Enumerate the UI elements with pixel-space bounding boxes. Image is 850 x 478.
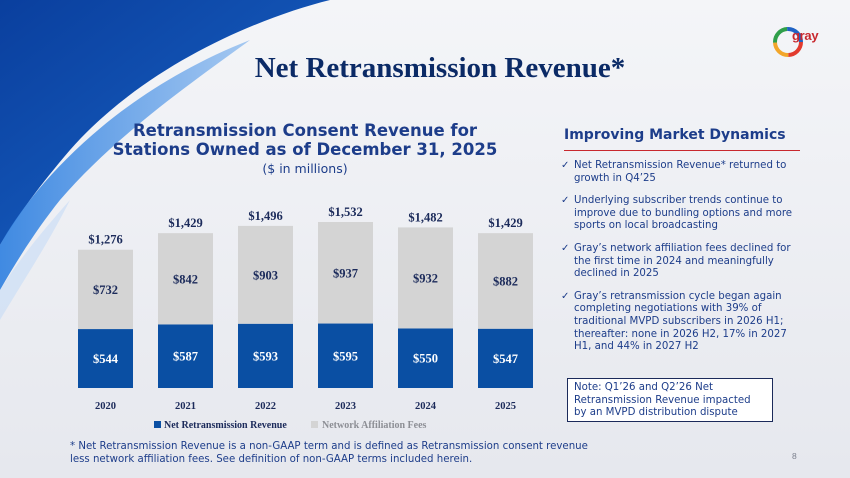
bar-net-retransmission <box>78 329 133 388</box>
data-label-total: $1,429 <box>168 216 202 230</box>
check-icon: ✓ <box>561 290 570 302</box>
data-label-net: $595 <box>333 349 358 363</box>
bar-network-affiliation-fees <box>478 233 533 329</box>
slide-title: Net Retransmission Revenue* <box>254 52 626 84</box>
list-item: ✓ Gray’s network affiliation fees decline… <box>561 243 801 281</box>
data-label-total: $1,496 <box>248 209 282 223</box>
data-label-total: $1,482 <box>408 210 442 224</box>
x-tick-label: 2024 <box>415 401 437 412</box>
bar-network-affiliation-fees <box>318 222 373 324</box>
data-label-fees: $937 <box>333 266 358 280</box>
bullet-text: Gray’s network affiliation fees declined… <box>574 242 791 280</box>
bar-net-retransmission <box>318 323 373 388</box>
bar-network-affiliation-fees <box>78 249 133 330</box>
bullet-text: Gray’s retransmission cycle began again … <box>574 290 787 353</box>
chart-title: Retransmission Consent Revenue for Stati… <box>112 121 498 159</box>
legend-label-net: Net Retransmission Revenue <box>164 420 287 431</box>
chart-subtitle: ($ in millions) <box>262 161 348 176</box>
bar-net-retransmission <box>478 328 533 388</box>
data-label-fees: $932 <box>413 271 438 285</box>
footnote: * Net Retransmission Revenue is a non-GA… <box>70 441 588 465</box>
bar-net-retransmission <box>238 323 293 388</box>
x-tick-label: 2023 <box>335 401 356 412</box>
data-label-total: $1,429 <box>488 216 522 230</box>
bullet-text: Net Retransmission Revenue* returned to … <box>574 160 787 184</box>
x-tick-label: 2022 <box>255 401 276 412</box>
check-icon: ✓ <box>561 242 570 254</box>
data-label-fees: $732 <box>93 283 118 297</box>
legend-swatch-net <box>154 421 161 428</box>
panel-title: Improving Market Dynamics <box>564 127 786 143</box>
bar-net-retransmission <box>398 328 453 388</box>
legend-swatch-fees <box>311 421 318 428</box>
bar-network-affiliation-fees <box>158 233 213 325</box>
note-box: Note: Q1’26 and Q2’26 Net Retransmission… <box>567 378 773 422</box>
x-tick-label: 2025 <box>495 401 516 412</box>
x-tick-label: 2021 <box>175 401 196 412</box>
data-label-total: $1,532 <box>328 205 362 219</box>
gray-logo-icon <box>773 27 803 57</box>
data-label-net: $550 <box>413 352 438 366</box>
check-icon: ✓ <box>561 160 570 171</box>
data-label-fees: $882 <box>493 274 518 288</box>
data-label-fees: $903 <box>253 268 278 282</box>
bar-net-retransmission <box>158 324 213 388</box>
panel-divider <box>564 150 800 151</box>
bar-network-affiliation-fees <box>238 225 293 324</box>
data-label-net: $544 <box>93 352 119 366</box>
list-item: ✓ Underlying subscriber trends continue t… <box>561 195 801 233</box>
data-label-net: $593 <box>253 349 278 363</box>
bullet-text: Underlying subscriber trends continue to… <box>574 195 793 232</box>
data-label-total: $1,276 <box>88 233 122 247</box>
x-tick-label: 2020 <box>95 401 116 412</box>
logo-text: gray <box>792 28 819 43</box>
data-label-net: $587 <box>173 350 198 364</box>
page-number: 8 <box>792 451 797 461</box>
check-icon: ✓ <box>561 195 570 207</box>
list-item: ✓ Net Retransmission Revenue* returned to… <box>561 160 801 185</box>
data-label-fees: $842 <box>173 272 198 286</box>
list-item: ✓ Gray’s retransmission cycle began again… <box>561 291 801 354</box>
bar-network-affiliation-fees <box>398 227 453 329</box>
market-dynamics-list: ✓ Net Retransmission Revenue* returned to… <box>561 160 801 364</box>
data-label-net: $547 <box>493 352 518 366</box>
legend-label-fees: Network Affiliation Fees <box>322 420 427 431</box>
